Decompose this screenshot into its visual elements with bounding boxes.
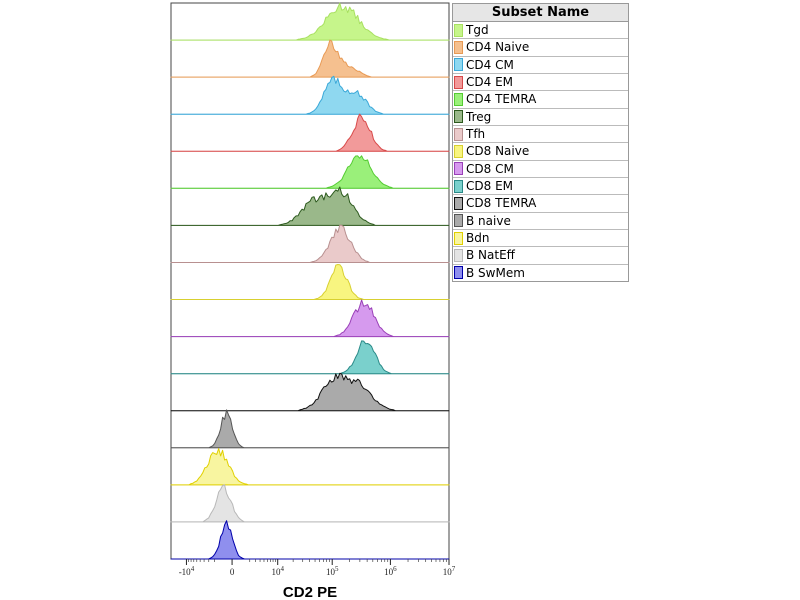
legend-item: CD4 TEMRA — [453, 91, 628, 109]
histogram-b-nateff — [170, 484, 450, 523]
legend-item: Treg — [453, 109, 628, 126]
legend-label: CD4 TEMRA — [466, 92, 537, 107]
legend-label: B NatEff — [466, 248, 515, 263]
histogram-area — [170, 186, 450, 226]
histogram-cd4-temra — [170, 155, 450, 189]
legend-item: B SwMem — [453, 265, 628, 281]
legend-header: Subset Name — [453, 4, 628, 22]
histogram-cd4-naive — [170, 39, 450, 78]
legend-label: CD4 EM — [466, 75, 514, 90]
legend-label: CD8 EM — [466, 179, 514, 194]
histogram-area — [170, 340, 450, 375]
legend-label: Bdn — [466, 231, 490, 246]
histogram-cd4-em — [170, 113, 450, 152]
legend-label: B naive — [466, 213, 511, 228]
legend-swatch — [454, 92, 463, 106]
histogram-area — [170, 520, 450, 560]
legend-swatch — [454, 231, 463, 245]
legend-swatch — [454, 144, 463, 158]
legend-swatch — [454, 127, 463, 141]
x-tick-label: 105 — [326, 565, 339, 577]
legend-swatch — [454, 179, 463, 193]
legend-item: CD8 EM — [453, 178, 628, 196]
legend-item: Tfh — [453, 126, 628, 144]
histogram-area — [170, 484, 450, 523]
legend-item: B NatEff — [453, 247, 628, 265]
legend-label: CD8 TEMRA — [466, 196, 537, 211]
histogram-bdn — [170, 448, 450, 486]
histogram-area — [170, 39, 450, 78]
legend-label: B SwMem — [466, 265, 525, 280]
histogram-treg — [170, 186, 450, 226]
legend-item: CD4 CM — [453, 57, 628, 74]
histogram-cd8-naive — [170, 264, 450, 300]
legend-item: CD4 EM — [453, 74, 628, 92]
histogram-area — [170, 224, 450, 263]
legend-label: CD4 CM — [466, 57, 514, 72]
legend-item: CD8 TEMRA — [453, 195, 628, 213]
x-axis: -104 0 104 105 106 107 — [179, 559, 456, 577]
x-axis-label: CD2 PE — [283, 584, 337, 600]
histogram-tgd — [170, 2, 450, 41]
legend-label: Tgd — [466, 23, 489, 38]
histogram-tfh — [170, 224, 450, 263]
histogram-area — [170, 448, 450, 486]
legend-swatch — [454, 58, 463, 72]
histogram-lanes — [170, 2, 450, 560]
histogram-area — [170, 113, 450, 152]
legend-label: CD8 Naive — [466, 144, 530, 159]
legend-label: Treg — [466, 109, 492, 124]
histogram-area — [170, 75, 450, 115]
histogram-cd4-cm — [170, 75, 450, 115]
x-tick-label: 106 — [384, 565, 397, 577]
legend-item: CD4 Naive — [453, 39, 628, 57]
legend-swatch — [454, 248, 463, 262]
legend-swatch — [454, 266, 463, 280]
legend-item: Tgd — [453, 22, 628, 40]
x-tick-label: 107 — [443, 565, 456, 577]
histogram-area — [170, 155, 450, 189]
histogram-b-swmem — [170, 520, 450, 560]
legend-item: B naive — [453, 213, 628, 230]
legend-item: Bdn — [453, 230, 628, 248]
histogram-area — [170, 2, 450, 41]
legend-rows: Tgd CD4 Naive CD4 CM CD4 EM CD4 TEMRA Treg Tfh… — [453, 22, 628, 281]
histogram-area — [170, 264, 450, 300]
x-tick-label: -104 — [179, 565, 195, 577]
legend-swatch — [454, 75, 463, 89]
histogram-cd8-temra — [170, 372, 450, 412]
histogram-area — [170, 372, 450, 412]
histogram-area — [170, 409, 450, 449]
legend-swatch — [454, 196, 463, 210]
legend-swatch — [454, 214, 463, 228]
legend-item: CD8 Naive — [453, 143, 628, 161]
legend-swatch — [454, 110, 463, 124]
legend-label: CD8 CM — [466, 161, 514, 176]
legend: Subset Name Tgd CD4 Naive CD4 CM CD4 EM CD4 … — [452, 3, 629, 282]
legend-swatch — [454, 162, 463, 176]
histogram-cd8-cm — [170, 299, 450, 338]
x-tick-label: 104 — [271, 565, 284, 577]
histogram-cd8-em — [170, 340, 450, 375]
legend-item: CD8 CM — [453, 161, 628, 178]
histogram-b-naive — [170, 409, 450, 449]
legend-label: CD4 Naive — [466, 40, 530, 55]
legend-label: Tfh — [466, 127, 486, 142]
histogram-area — [170, 299, 450, 338]
legend-swatch — [454, 23, 463, 37]
legend-swatch — [454, 40, 463, 54]
x-tick-label: 0 — [230, 567, 235, 577]
